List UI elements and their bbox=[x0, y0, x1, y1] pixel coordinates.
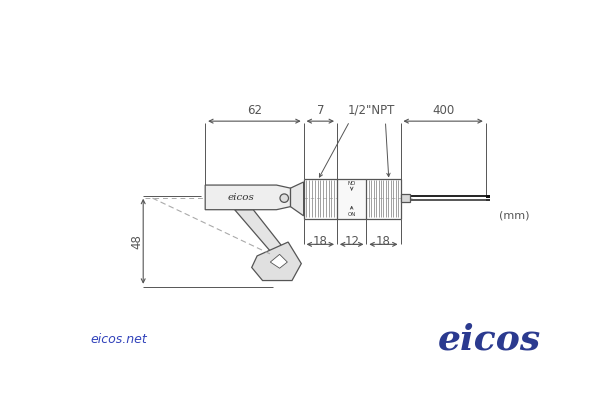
Bar bbox=[486, 195, 490, 198]
Text: 48: 48 bbox=[131, 234, 143, 249]
Text: 12: 12 bbox=[344, 235, 359, 248]
Polygon shape bbox=[271, 254, 287, 268]
Text: eicos: eicos bbox=[227, 193, 254, 202]
Text: 400: 400 bbox=[432, 104, 454, 116]
Polygon shape bbox=[235, 210, 287, 252]
Text: 18: 18 bbox=[376, 235, 391, 248]
Bar bbox=[486, 198, 490, 201]
Circle shape bbox=[280, 194, 289, 202]
Text: 1/2"NPT: 1/2"NPT bbox=[348, 104, 395, 116]
Text: ON: ON bbox=[347, 212, 356, 217]
Bar bbox=[401, 194, 410, 202]
Text: 7: 7 bbox=[317, 104, 324, 116]
Polygon shape bbox=[205, 185, 290, 210]
Text: (mm): (mm) bbox=[499, 210, 530, 220]
Polygon shape bbox=[290, 182, 304, 216]
Text: eicos.net: eicos.net bbox=[91, 332, 147, 346]
Bar bbox=[337, 179, 367, 219]
Text: eicos: eicos bbox=[438, 322, 541, 356]
Text: 18: 18 bbox=[313, 235, 328, 248]
Text: 62: 62 bbox=[247, 104, 262, 116]
Polygon shape bbox=[252, 242, 301, 280]
Text: NO: NO bbox=[347, 181, 356, 186]
